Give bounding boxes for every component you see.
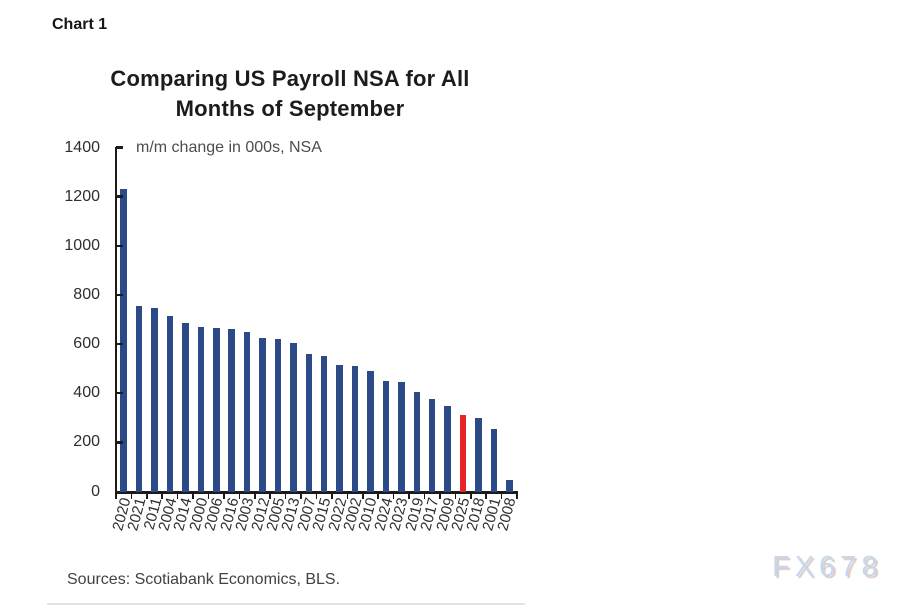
bar-2006 bbox=[213, 328, 220, 492]
x-axis-tick-mark bbox=[146, 491, 148, 499]
y-axis-tick-mark bbox=[116, 342, 123, 346]
bar-2011 bbox=[151, 308, 158, 492]
x-axis-tick-mark bbox=[161, 491, 164, 499]
x-axis-tick-mark bbox=[408, 491, 410, 499]
y-axis-tick-label-200: 200 bbox=[73, 433, 100, 451]
x-axis-tick-mark bbox=[300, 491, 302, 499]
x-axis-tick-mark bbox=[423, 491, 426, 499]
bar-2005 bbox=[274, 339, 282, 492]
y-axis-tick-label-0: 0 bbox=[91, 482, 100, 500]
bar-2012 bbox=[259, 337, 266, 492]
x-axis-tick-mark bbox=[516, 491, 518, 499]
bar-2018 bbox=[475, 417, 482, 492]
bar-2019 bbox=[413, 392, 420, 492]
bar-2016 bbox=[228, 329, 235, 492]
chart-title-line-2: Months of September bbox=[175, 96, 405, 121]
bar-2024 bbox=[382, 380, 390, 492]
bar-2020 bbox=[120, 189, 127, 492]
x-axis-tick-mark bbox=[176, 491, 179, 499]
y-axis-tick-label-800: 800 bbox=[73, 285, 100, 303]
y-axis-tick-mark bbox=[116, 195, 123, 198]
x-axis-tick-mark bbox=[130, 491, 133, 499]
x-axis-tick-mark bbox=[284, 491, 287, 499]
x-axis-tick-mark bbox=[377, 491, 379, 499]
y-axis-tick-label-1000: 1000 bbox=[64, 236, 100, 254]
x-axis-tick-mark bbox=[439, 491, 441, 499]
bar-2015 bbox=[320, 356, 328, 492]
bar-2025 bbox=[459, 415, 467, 492]
bar-2004 bbox=[166, 315, 174, 492]
chart-number-label: Chart 1 bbox=[52, 16, 108, 33]
y-axis-tick-label-600: 600 bbox=[73, 335, 100, 353]
bar-2002 bbox=[351, 366, 359, 492]
bar-2008 bbox=[506, 480, 513, 492]
bar-2003 bbox=[243, 331, 251, 492]
x-axis-tick-mark bbox=[469, 491, 472, 499]
watermark: FX678 bbox=[772, 551, 883, 583]
x-axis-tick-mark bbox=[392, 491, 395, 499]
bar-2000 bbox=[197, 326, 205, 492]
bar-2023 bbox=[398, 382, 405, 492]
y-axis-tick-label-1400: 1400 bbox=[64, 138, 100, 156]
chart-subtitle: m/m change in 000s, NSA bbox=[136, 139, 322, 156]
x-axis-tick-mark bbox=[331, 491, 333, 499]
x-axis-tick-mark bbox=[207, 491, 210, 499]
x-axis-tick-mark bbox=[346, 491, 349, 499]
x-axis-tick-mark bbox=[254, 491, 256, 499]
y-axis-tick-mark bbox=[116, 146, 123, 149]
x-axis-tick-mark bbox=[485, 491, 487, 499]
bar-2010 bbox=[367, 371, 374, 492]
y-axis-tick-mark bbox=[116, 441, 123, 444]
y-axis-tick-label-1200: 1200 bbox=[64, 187, 100, 205]
x-axis-tick-mark bbox=[500, 491, 503, 499]
y-axis-tick-mark bbox=[116, 293, 123, 297]
chart-title-line-1: Comparing US Payroll NSA for All bbox=[110, 66, 470, 91]
y-axis-tick-mark bbox=[116, 391, 123, 395]
y-axis-tick-mark bbox=[116, 244, 123, 248]
y-axis-tick-label-400: 400 bbox=[73, 384, 100, 402]
x-axis-tick-mark bbox=[192, 491, 194, 499]
footer-divider bbox=[47, 603, 525, 605]
bar-2007 bbox=[305, 353, 313, 492]
bar-2001 bbox=[490, 428, 498, 492]
bar-2014 bbox=[182, 323, 189, 492]
source-note: Sources: Scotiabank Economics, BLS. bbox=[67, 571, 341, 588]
bar-2022 bbox=[336, 364, 343, 492]
x-axis-tick-mark bbox=[315, 491, 318, 499]
bar-2013 bbox=[290, 342, 297, 492]
x-axis-tick-mark bbox=[269, 491, 272, 499]
plot-area bbox=[116, 148, 517, 492]
x-axis-tick-mark bbox=[454, 491, 457, 499]
x-axis-tick-mark bbox=[115, 491, 117, 499]
x-axis-tick-mark bbox=[361, 491, 364, 499]
y-axis-line bbox=[114, 147, 117, 493]
x-axis-tick-mark bbox=[238, 491, 241, 499]
x-axis-tick-mark bbox=[223, 491, 225, 499]
bar-2021 bbox=[135, 306, 143, 492]
chart-title: Comparing US Payroll NSA for All Months … bbox=[80, 64, 500, 124]
bar-2009 bbox=[444, 405, 451, 492]
bar-2017 bbox=[428, 399, 436, 492]
